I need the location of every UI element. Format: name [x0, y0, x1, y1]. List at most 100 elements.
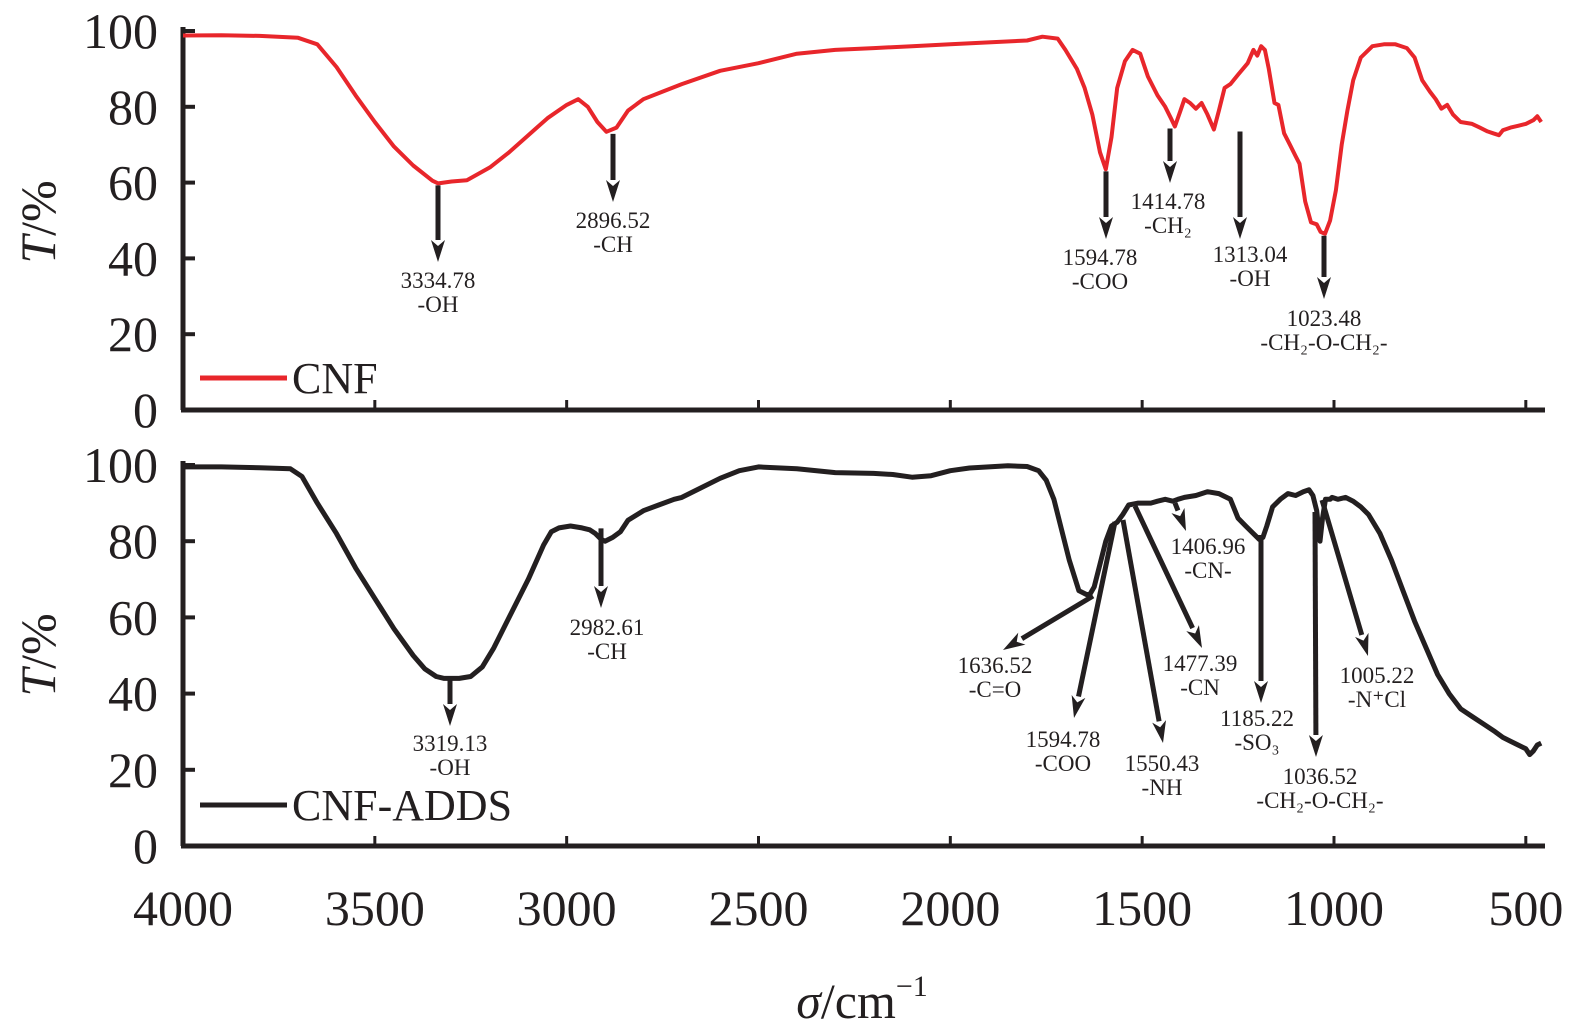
- y-ticks-cnf: 0 20 40 60 80 100: [83, 3, 195, 438]
- y-tick-label: 80: [108, 79, 158, 135]
- annotation-group-label: -CH₂: [1144, 213, 1192, 238]
- annotation-group-label: -SO₃: [1234, 730, 1279, 755]
- annotation-wavenumber: 1636.52: [958, 653, 1033, 678]
- x-tick-label: 2500: [708, 880, 808, 936]
- annotation-wavenumber: 1414.78: [1131, 189, 1206, 214]
- peak-annotation: 1594.78-COO: [1063, 171, 1137, 294]
- y-tick-label: 80: [108, 513, 158, 569]
- annotation-wavenumber: 2896.52: [576, 208, 651, 233]
- y-tick-label: 20: [108, 306, 158, 362]
- x-tick-label: 4000: [133, 880, 233, 936]
- annotation-arrow-head: [1071, 695, 1086, 718]
- x-axis-title-superscript: −1: [896, 970, 928, 1003]
- annotation-arrow-head: [1003, 632, 1026, 650]
- y-axis-title-cnf-adds: T/%: [10, 613, 66, 696]
- legend-cnf-adds: CNF-ADDS: [200, 781, 512, 830]
- annotation-wavenumber: 1477.39: [1163, 651, 1238, 676]
- annotation-arrow-shaft: [1120, 519, 1162, 722]
- annotation-wavenumber: 1023.48: [1287, 306, 1362, 331]
- x-tick-label: 1000: [1284, 880, 1384, 936]
- annotation-group-label: -COO: [1072, 269, 1128, 294]
- annotation-arrow-head: [1233, 217, 1247, 239]
- peak-annotation: 3334.78-OH: [401, 185, 476, 317]
- series-line-cnf: [182, 33, 1543, 236]
- annotation-group-label: -COO: [1035, 751, 1091, 776]
- x-axis-title: σ/cm−1: [796, 970, 928, 1027]
- annotation-arrow-head: [1355, 632, 1369, 656]
- peak-annotation: 1406.96-CN-: [1171, 502, 1246, 583]
- annotation-arrow-shaft: [1020, 593, 1095, 641]
- annotation-arrow-head: [1186, 625, 1202, 648]
- peak-annotation: 1414.78-CH₂: [1131, 128, 1206, 238]
- y-tick-label: 0: [133, 382, 158, 438]
- peak-annotation: 2896.52-CH: [576, 133, 651, 257]
- x-tick-label: 1500: [1092, 880, 1192, 936]
- annotation-arrow-head: [606, 180, 620, 202]
- annotation-arrow-shaft: [1319, 499, 1365, 636]
- x-tick-label: 3500: [325, 880, 425, 936]
- annotation-arrow-head: [1152, 720, 1167, 743]
- annotation-group-label: -OH: [1230, 266, 1271, 291]
- annotation-arrow-shaft: [1076, 521, 1118, 697]
- annotation-group-label: -CH: [587, 639, 627, 664]
- peak-annotation: 1313.04-OH: [1213, 131, 1288, 291]
- peak-annotation: 1594.78-COO: [1026, 521, 1118, 776]
- axes-cnf: [180, 27, 1545, 413]
- y-axis-title-italic: T: [10, 233, 66, 264]
- y-axis-title-unit: /%: [10, 180, 66, 236]
- annotation-arrow-head: [1163, 161, 1177, 183]
- annotations-cnf-adds: 3319.13-OH2982.61-CH1636.52-C=O1594.78-C…: [413, 499, 1415, 813]
- peak-annotation: 1005.22-N⁺Cl: [1319, 499, 1415, 712]
- annotation-wavenumber: 1406.96: [1171, 534, 1246, 559]
- x-tick-label: 3000: [517, 880, 617, 936]
- panel-cnf-adds: 0 20 40 60 80 100 T/% 3319.13-OH 2982.61-CH 163…: [10, 437, 1545, 874]
- annotation-arrow-head: [443, 704, 457, 726]
- annotation-arrow-shaft: [1132, 504, 1195, 630]
- annotation-group-label: -CN-: [1184, 558, 1231, 583]
- annotation-arrow-head: [1254, 681, 1268, 703]
- y-tick-label: 60: [108, 155, 158, 211]
- annotation-group-label: -OH: [430, 755, 471, 780]
- y-tick-label: 40: [108, 230, 158, 286]
- annotation-arrow-head: [1099, 217, 1113, 239]
- annotation-group-label: -CN: [1180, 675, 1220, 700]
- legend-label-cnf: CNF: [292, 354, 378, 403]
- x-axis-title-unit: /cm: [821, 973, 896, 1027]
- x-ticks: 4000 3500 3000 2500 2000 1500 1000 500: [133, 880, 1563, 936]
- annotation-arrow-shaft: [1312, 511, 1319, 736]
- annotation-group-label: -OH: [418, 292, 459, 317]
- annotation-group-label: -NH: [1142, 775, 1183, 800]
- annotation-wavenumber: 1005.22: [1340, 663, 1415, 688]
- annotation-arrow-shaft: [1172, 502, 1181, 512]
- y-axis-title-cnf: T/%: [10, 180, 66, 263]
- y-axis-title-unit: /%: [10, 613, 66, 669]
- y-tick-label: 100: [83, 437, 158, 493]
- annotation-wavenumber: 1550.43: [1125, 751, 1200, 776]
- series-line-cnf-adds: [183, 463, 1543, 758]
- peak-annotation: 2982.61-CH: [570, 528, 644, 664]
- y-tick-label: 40: [108, 666, 158, 722]
- legend-label-cnf-adds: CNF-ADDS: [292, 781, 512, 830]
- annotation-group-label: -N⁺Cl: [1348, 687, 1406, 712]
- annotation-group-label: -CH: [593, 232, 633, 257]
- y-axis-title-italic: T: [10, 666, 66, 697]
- annotation-group-label: -C=O: [969, 677, 1022, 702]
- annotation-arrow-head: [1308, 734, 1323, 757]
- annotations-cnf: 3334.78-OH2896.52-CH1594.78-COO1414.78-C…: [401, 128, 1388, 355]
- x-tick-label: 2000: [900, 880, 1000, 936]
- annotation-arrow-head: [1171, 507, 1186, 531]
- peak-annotation: 1023.48-CH₂-O-CH₂-: [1260, 235, 1388, 355]
- peak-annotation: 1185.22-SO₃: [1220, 535, 1294, 755]
- annotation-wavenumber: 3334.78: [401, 268, 476, 293]
- peak-annotation: 1636.52-C=O: [958, 593, 1095, 702]
- annotation-wavenumber: 1036.52: [1283, 764, 1358, 789]
- y-tick-label: 60: [108, 589, 158, 645]
- annotation-arrow-head: [1317, 277, 1331, 299]
- y-ticks-cnf-adds: 0 20 40 60 80 100: [83, 437, 195, 874]
- x-tick-label: 500: [1488, 880, 1563, 936]
- annotation-wavenumber: 1185.22: [1220, 706, 1294, 731]
- y-tick-label: 0: [133, 818, 158, 874]
- peak-annotation: 1550.43-NH: [1120, 519, 1200, 800]
